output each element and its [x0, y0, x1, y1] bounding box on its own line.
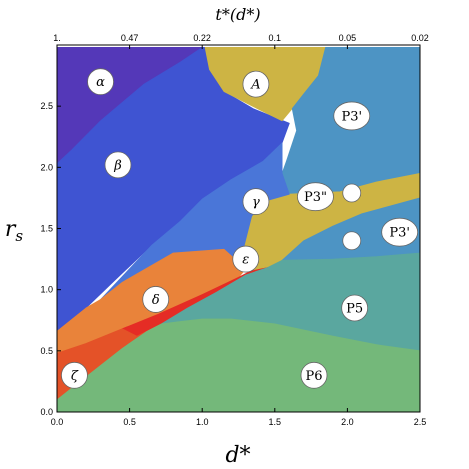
- y-tick-label: 0.5: [40, 346, 53, 356]
- x-tick-label: 0.0: [51, 417, 64, 427]
- y-axis-title: rs: [5, 217, 24, 245]
- top-tick-label: 0.47: [121, 33, 139, 43]
- region-label-text: P3': [341, 109, 362, 124]
- region-label-text: β: [113, 158, 122, 173]
- x-axis-title: d*: [225, 443, 250, 468]
- region-label-text: P3": [304, 190, 327, 205]
- region-label-delta: δ: [142, 286, 170, 313]
- region-label-bubble: [381, 217, 419, 247]
- regions-layer: [56, 47, 421, 413]
- region-label-bubble: [341, 294, 369, 322]
- marker-circle-lower: [342, 231, 362, 251]
- top-tick-label: 0.22: [193, 33, 211, 43]
- region-label-P3p-top: P3': [333, 101, 371, 131]
- region-label-P5: P5: [341, 294, 369, 322]
- region-label-bubble: [232, 245, 260, 273]
- top-tick-label: 1.: [53, 33, 61, 43]
- top-axis-title: t*(d*): [215, 5, 260, 24]
- region-label-bubble: [297, 182, 334, 212]
- region-label-text: A: [250, 78, 260, 93]
- y-tick-label: 2.5: [40, 101, 53, 111]
- region-beta: [56, 47, 290, 332]
- tick-layer: 0.0 0.5 1.0 1.5 2.0 2.5 0.0 0.5 1.0 1.5 2.0 2.5 1. 0.…: [40, 33, 428, 427]
- y-tick-label: 2.0: [40, 162, 53, 172]
- y-tick-label: 1.5: [40, 224, 53, 234]
- region-label-gamma: γ: [242, 188, 270, 215]
- y-tick-label: 0.0: [40, 407, 53, 417]
- region-label-text: P3': [389, 226, 410, 241]
- region-label-text: P6: [305, 369, 322, 384]
- region-label-bubble: [104, 151, 132, 179]
- region-label-bubble: [242, 188, 270, 215]
- region-label-bubble: [142, 286, 170, 313]
- x-tick-label: 1.5: [269, 417, 282, 427]
- region-label-bubble: [333, 101, 371, 131]
- y-axis-title-sub: s: [15, 227, 23, 245]
- region-label-bubble: [61, 361, 88, 389]
- region-label-zeta: ζ: [61, 361, 88, 389]
- top-tick-label: 0.1: [269, 33, 282, 43]
- region-label-P3p-right: P3': [381, 217, 419, 247]
- x-tick-label: 1.0: [196, 417, 209, 427]
- top-tick-label: 0.02: [411, 33, 429, 43]
- region-label-text: δ: [152, 293, 160, 308]
- region-P6: [56, 318, 421, 413]
- x-tick-label: 2.0: [341, 417, 354, 427]
- region-label-text: α: [96, 75, 105, 90]
- y-axis-title-main: r: [5, 217, 17, 242]
- region-label-P3pp: P3": [297, 182, 334, 212]
- region-label-A: A: [242, 70, 270, 98]
- region-label-P6: P6: [300, 361, 328, 389]
- top-tick-label: 0.05: [339, 33, 357, 43]
- region-label-text: ε: [242, 253, 249, 268]
- markers-layer: [342, 183, 362, 251]
- region-label-bubble: [242, 70, 270, 98]
- region-label-beta: β: [104, 151, 132, 179]
- y-tick-label: 1.0: [40, 285, 53, 295]
- region-label-bubble: [87, 68, 114, 96]
- region-label-text: ζ: [71, 369, 79, 384]
- x-tick-label: 0.5: [123, 417, 136, 427]
- region-label-alpha: α: [87, 68, 114, 96]
- marker-circle-upper: [342, 183, 362, 203]
- x-tick-label: 2.5: [414, 417, 427, 427]
- region-label-text: P5: [346, 302, 363, 317]
- region-label-epsilon: ε: [232, 245, 260, 273]
- region-labels-layer: α β A P3' P3" P3' γ δ ε ζ P5 P6: [61, 68, 419, 389]
- region-label-text: γ: [252, 195, 260, 210]
- region-label-bubble: [300, 361, 328, 389]
